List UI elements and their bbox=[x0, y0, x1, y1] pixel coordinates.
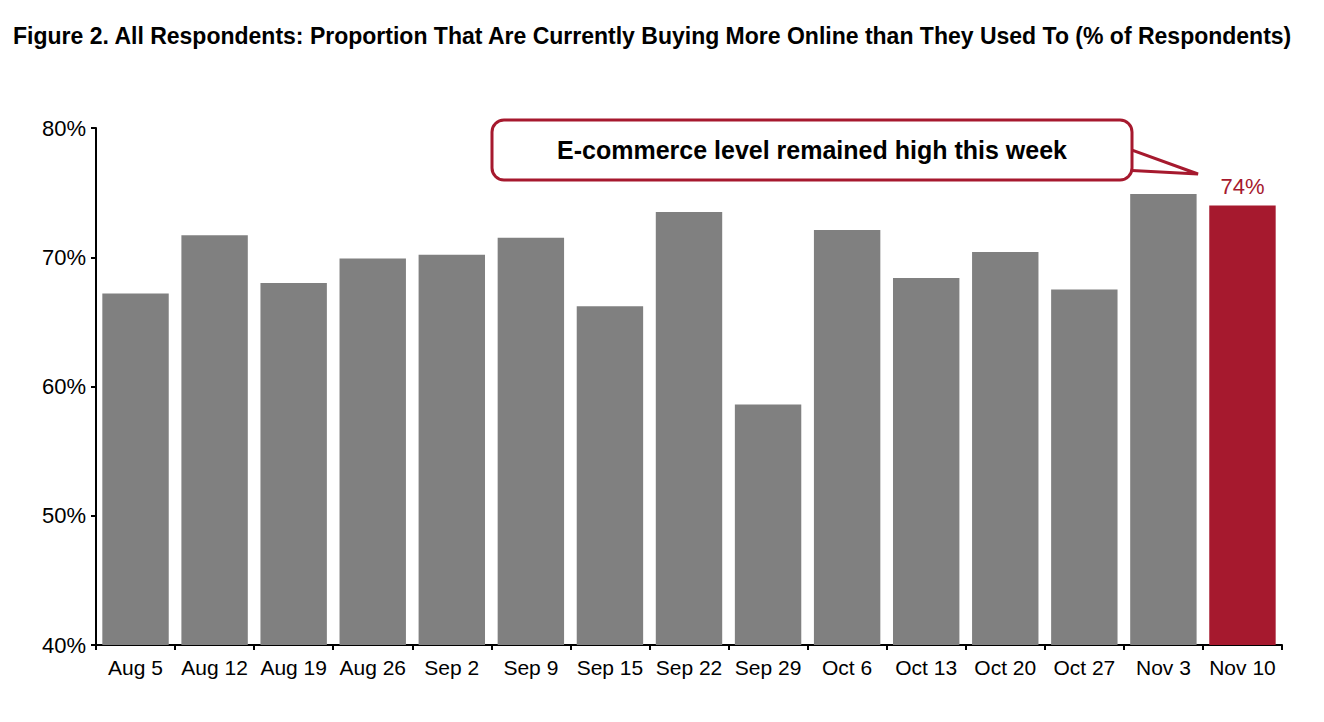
svg-text:Aug 19: Aug 19 bbox=[260, 656, 327, 679]
svg-text:Sep 2: Sep 2 bbox=[424, 656, 479, 679]
svg-text:Sep 29: Sep 29 bbox=[735, 656, 802, 679]
svg-text:Sep 22: Sep 22 bbox=[656, 656, 723, 679]
svg-text:Oct 27: Oct 27 bbox=[1053, 656, 1115, 679]
svg-text:Sep 9: Sep 9 bbox=[503, 656, 558, 679]
svg-text:80%: 80% bbox=[42, 116, 86, 141]
svg-text:60%: 60% bbox=[42, 374, 86, 399]
svg-text:Oct 6: Oct 6 bbox=[822, 656, 872, 679]
svg-text:Nov 3: Nov 3 bbox=[1136, 656, 1191, 679]
svg-text:70%: 70% bbox=[42, 245, 86, 270]
svg-text:Sep 15: Sep 15 bbox=[577, 656, 644, 679]
svg-text:Figure 2. All Respondents: Pro: Figure 2. All Respondents: Proportion Th… bbox=[13, 23, 1291, 49]
svg-text:E-commerce level remained high: E-commerce level remained high this week bbox=[557, 136, 1067, 164]
svg-text:40%: 40% bbox=[42, 633, 86, 658]
svg-text:Aug 12: Aug 12 bbox=[181, 656, 248, 679]
svg-text:74%: 74% bbox=[1220, 174, 1264, 199]
svg-text:Aug 5: Aug 5 bbox=[108, 656, 163, 679]
svg-text:Oct 13: Oct 13 bbox=[895, 656, 957, 679]
svg-text:Nov 10: Nov 10 bbox=[1209, 656, 1276, 679]
svg-text:Oct 20: Oct 20 bbox=[974, 656, 1036, 679]
svg-text:Aug 26: Aug 26 bbox=[339, 656, 406, 679]
svg-text:50%: 50% bbox=[42, 503, 86, 528]
